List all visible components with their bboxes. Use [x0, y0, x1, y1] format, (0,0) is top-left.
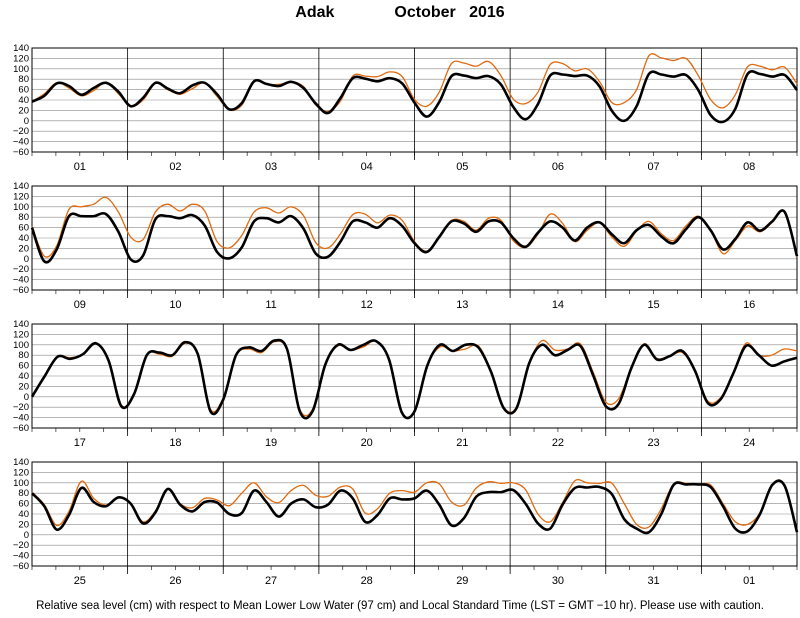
day-label: 01	[743, 575, 755, 587]
month-year: October 2016	[394, 4, 505, 21]
day-label: 06	[552, 161, 564, 173]
y-tick-label: −20	[13, 402, 29, 413]
y-tick-label: 20	[18, 381, 29, 392]
day-label: 16	[743, 299, 755, 311]
y-tick-label: −40	[13, 137, 29, 148]
y-tick-label: 0	[24, 116, 29, 127]
y-tick-label: 20	[18, 243, 29, 254]
day-label: 18	[169, 437, 181, 449]
y-tick-label: −20	[13, 264, 29, 275]
station-name: Adak	[295, 4, 335, 21]
y-tick-label: 0	[24, 254, 29, 265]
y-tick-label: −40	[13, 413, 29, 424]
y-tick-label: 100	[13, 478, 29, 489]
y-tick-label: 0	[24, 392, 29, 403]
y-tick-label: −40	[13, 551, 29, 562]
day-label: 15	[647, 299, 659, 311]
y-tick-label: −60	[13, 561, 29, 572]
day-label: 22	[552, 437, 564, 449]
y-tick-label: 120	[13, 329, 29, 340]
y-tick-label: −60	[13, 285, 29, 296]
y-tick-label: −20	[13, 126, 29, 137]
day-label: 12	[361, 299, 373, 311]
y-tick-label: 40	[18, 233, 29, 244]
panel-frame	[31, 461, 798, 567]
day-label: 29	[456, 575, 468, 587]
y-tick-label: 120	[13, 467, 29, 478]
panel-frame	[31, 323, 798, 429]
day-label: 24	[743, 437, 755, 449]
day-label: 07	[647, 161, 659, 173]
y-tick-label: 60	[18, 223, 29, 234]
chart-title: Adak October 2016	[0, 4, 800, 22]
day-label: 25	[74, 575, 86, 587]
day-label: 28	[361, 575, 373, 587]
y-tick-label: 140	[13, 457, 29, 468]
y-tick-label: −40	[13, 275, 29, 286]
panel-frame	[31, 47, 798, 153]
predicted-line	[31, 70, 799, 124]
day-label: 26	[169, 575, 181, 587]
day-label: 03	[265, 161, 277, 173]
y-tick-label: 140	[13, 181, 29, 192]
y-tick-label: 80	[18, 74, 29, 85]
day-label: 27	[265, 575, 277, 587]
y-tick-label: 120	[13, 191, 29, 202]
predicted-line	[31, 479, 799, 535]
panel-frame	[31, 185, 798, 291]
predicted-line	[30, 338, 798, 420]
y-tick-label: 60	[18, 85, 29, 96]
caption: Relative sea level (cm) with respect to …	[36, 600, 764, 612]
y-tick-label: 20	[18, 519, 29, 530]
day-label: 04	[361, 161, 373, 173]
day-label: 01	[74, 161, 86, 173]
y-tick-label: 40	[18, 95, 29, 106]
day-label: 14	[552, 299, 564, 311]
day-label: 21	[456, 437, 468, 449]
day-label: 13	[456, 299, 468, 311]
y-tick-label: 40	[18, 509, 29, 520]
day-label: 31	[647, 575, 659, 587]
day-label: 02	[169, 161, 181, 173]
y-tick-label: 0	[24, 530, 29, 541]
y-tick-label: 100	[13, 64, 29, 75]
predicted-line	[30, 209, 799, 264]
y-tick-label: 140	[13, 319, 29, 330]
y-tick-label: 40	[18, 371, 29, 382]
y-tick-label: 80	[18, 488, 29, 499]
y-tick-label: 120	[13, 53, 29, 64]
y-tick-label: −60	[13, 423, 29, 434]
y-tick-label: 140	[13, 43, 29, 54]
y-tick-label: 80	[18, 350, 29, 361]
day-label: 09	[74, 299, 86, 311]
y-tick-label: 20	[18, 105, 29, 116]
day-label: 11	[265, 299, 276, 311]
day-label: 19	[265, 437, 277, 449]
y-tick-label: 100	[13, 340, 29, 351]
day-label: 10	[169, 299, 181, 311]
day-label: 17	[74, 437, 86, 449]
y-tick-label: 80	[18, 212, 29, 223]
y-tick-label: −60	[13, 147, 29, 158]
y-tick-label: −20	[13, 540, 29, 551]
y-tick-label: 60	[18, 499, 29, 510]
day-label: 30	[552, 575, 564, 587]
day-label: 20	[361, 437, 373, 449]
day-label: 05	[456, 161, 468, 173]
day-label: 08	[743, 161, 755, 173]
day-label: 23	[647, 437, 659, 449]
y-tick-label: 60	[18, 361, 29, 372]
y-tick-label: 100	[13, 202, 29, 213]
